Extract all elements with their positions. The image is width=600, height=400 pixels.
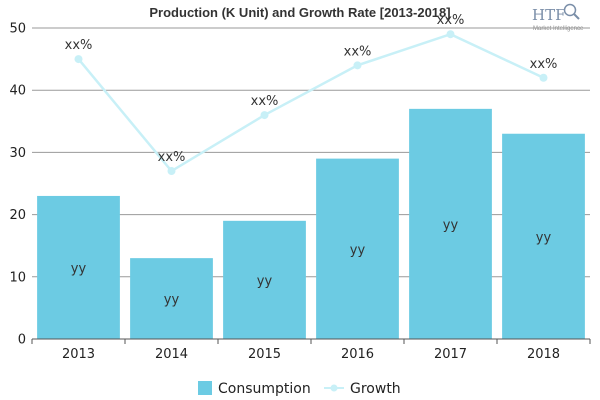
bar-data-label: yy xyxy=(443,218,459,233)
growth-point xyxy=(353,61,362,70)
x-tick-label: 2017 xyxy=(434,347,467,362)
growth-data-label: xx% xyxy=(530,57,558,72)
growth-data-label: xx% xyxy=(158,150,186,165)
legend-swatch-consumption xyxy=(198,381,212,395)
y-tick-label: 50 xyxy=(9,22,26,37)
bars xyxy=(37,108,585,339)
bar xyxy=(37,195,120,339)
chart-title: Production (K Unit) and Growth Rate [201… xyxy=(149,5,450,20)
magnifier-globe-icon xyxy=(563,3,580,20)
axes: 0 10 20 30 40 50 2013 2014 2015 2016 2017 2018 xyxy=(9,22,591,362)
growth-point xyxy=(74,55,83,64)
bar-data-label: yy xyxy=(257,274,273,289)
bar xyxy=(409,108,492,339)
y-tick-label: 40 xyxy=(9,84,26,99)
bar-data-label: yy xyxy=(350,243,366,258)
x-tick-label: 2018 xyxy=(527,347,560,362)
bar xyxy=(223,220,306,339)
logo: HTF Market Intelligence xyxy=(532,3,584,32)
bar-data-label: yy xyxy=(71,261,87,276)
legend: Consumption Growth xyxy=(198,381,401,397)
growth-data-label: xx% xyxy=(65,38,93,53)
y-tick-label: 30 xyxy=(9,146,26,161)
x-tick-label: 2016 xyxy=(341,347,374,362)
growth-data-label: xx% xyxy=(437,13,465,28)
growth-point xyxy=(539,73,548,82)
growth-data-label: xx% xyxy=(344,44,372,59)
growth-point xyxy=(260,111,269,120)
y-tick-label: 20 xyxy=(9,208,26,223)
x-tick-label: 2015 xyxy=(248,347,281,362)
bar xyxy=(316,158,399,339)
y-tick-label: 0 xyxy=(18,333,26,348)
growth-line-layer: xx% xx% xx% xx% xx% xx% xyxy=(65,13,558,176)
growth-line xyxy=(77,32,545,173)
logo-text: HTF xyxy=(532,6,566,24)
legend-swatch-growth-marker xyxy=(330,384,338,392)
bar xyxy=(502,133,585,339)
bar-data-label: yy xyxy=(164,293,180,308)
x-tick-label: 2014 xyxy=(155,347,188,362)
bar xyxy=(130,258,213,339)
grid xyxy=(32,27,590,278)
legend-label-consumption: Consumption xyxy=(218,381,311,397)
logo-subtext: Market Intelligence xyxy=(533,26,584,32)
bar-labels: yy yy yy yy yy yy xyxy=(71,218,552,308)
x-tick-label: 2013 xyxy=(62,347,95,362)
y-tick-label: 10 xyxy=(9,270,26,285)
legend-label-growth: Growth xyxy=(350,381,401,397)
growth-point xyxy=(167,167,176,176)
bar-data-label: yy xyxy=(536,230,552,245)
growth-data-label: xx% xyxy=(251,94,279,109)
growth-point xyxy=(446,30,455,39)
